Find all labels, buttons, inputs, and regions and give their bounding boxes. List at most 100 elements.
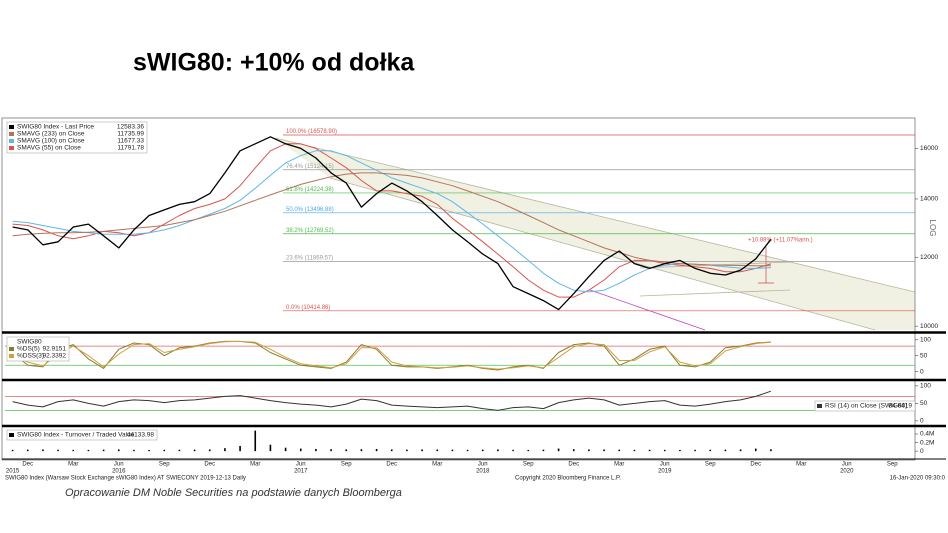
legend-label: SMAVG (55) on Close [17,145,81,152]
legend-value: 11735.99 [117,131,144,138]
bar [284,447,287,452]
x-tick-label: Mar [796,462,806,468]
bar [557,448,560,452]
bar [254,430,257,452]
bar [375,449,378,452]
bar [754,448,757,452]
bar [497,449,499,452]
legend-box [6,121,148,154]
bar [770,449,772,452]
legend-label: %DS(5) [17,346,40,353]
bar [345,449,348,452]
x-tick-label: Dec [750,462,761,468]
legend-value: 11791.78 [117,145,144,152]
legend-swatch [817,404,822,408]
bar [133,449,135,452]
legend-label: RSI (14) on Close (SWIG80) [825,403,907,410]
x-year-label: 2018 [476,469,490,475]
bar [527,449,530,452]
x-tick-label: Jun [842,462,852,468]
legend-value: 92.9151 [43,346,67,353]
y-tick-label: 0 [920,368,924,375]
x-tick-label: Sep [887,462,898,468]
legend-value: 44133.98 [127,432,154,439]
legend-swatch [9,139,14,143]
x-tick-label: Dec [204,462,215,468]
legend-value: 12583.36 [117,124,144,131]
x-tick-label: Sep [341,462,352,468]
x-tick-label: Sep [159,462,170,468]
legend-value: 84.6419 [889,403,913,410]
bar [390,449,393,452]
legend-swatch [9,433,14,437]
series-line [12,340,771,371]
bar [299,448,302,452]
y-tick-label: 16000 [920,145,938,152]
y-tick-label: 0 [920,448,924,455]
fib-label: 0.0% (10414.86) [286,305,330,311]
x-year-label: 2016 [112,469,126,475]
x-year-label: 2017 [294,469,308,475]
bar [572,449,575,452]
legend-box [6,336,70,362]
bar [178,449,181,452]
legend-swatch [9,354,14,358]
footer: Copyright 2020 Bloomberg Finance L.P. [515,476,621,482]
legend-label: SMAVG (233) on Close [17,131,85,138]
series-line [12,172,771,267]
bar [406,449,408,452]
legend-swatch [9,146,14,150]
fib-label: 76.4% (15124.15) [286,164,334,170]
y-tick-label: 10000 [920,323,938,330]
y-tick-label: 100 [920,383,931,390]
bar [148,449,150,452]
series-line [12,143,772,298]
footer: 16-Jan-2020 09:30:0 [890,476,946,482]
bar [163,449,166,452]
bar [330,449,332,452]
y-tick-label: 0.2M [920,439,934,446]
series-line [12,136,772,311]
legend-value: 11677.33 [117,138,144,145]
bar [542,449,545,452]
x-tick-label: Sep [705,462,716,468]
bar [481,449,484,452]
legend-box [6,429,158,441]
bar [648,449,651,452]
x-tick-label: Dec [386,462,397,468]
y-tick-label: 100 [920,336,931,343]
legend-swatch [9,132,14,136]
y-tick-label: 0.4M [920,431,934,438]
fib-label: 38.2% (12769.52) [286,228,334,234]
bar [208,449,211,452]
bar [436,449,439,452]
x-year-label: 2015 [6,469,20,475]
y-tick-label: 0 [920,418,924,425]
legend-label: SWIG80 Index - Last Price [17,124,94,131]
bar [360,449,363,452]
bar [72,449,75,452]
x-tick-label: Mar [432,462,442,468]
y-tick-label: 12000 [920,254,938,261]
legend-swatch [9,125,14,129]
y-tick-label: 50 [920,352,928,359]
bar [239,446,241,452]
x-tick-label: Mar [614,462,624,468]
series-line [12,340,771,370]
axis-label: LOG [928,220,937,237]
bar [451,449,454,452]
bar [269,444,272,452]
bar [421,449,423,452]
fib-label: 50.0% (13496.88) [286,207,334,213]
x-tick-label: Mar [68,462,78,468]
bar [603,449,605,452]
channel-line [639,289,791,297]
bar [466,449,469,452]
x-tick-label: Jun [660,462,670,468]
page-title: sWIG80: +10% od dołka [133,49,415,77]
fib-label: 61.8% (14224.38) [286,187,334,193]
bar [633,449,636,452]
bar [724,449,727,452]
x-tick-label: Dec [22,462,33,468]
